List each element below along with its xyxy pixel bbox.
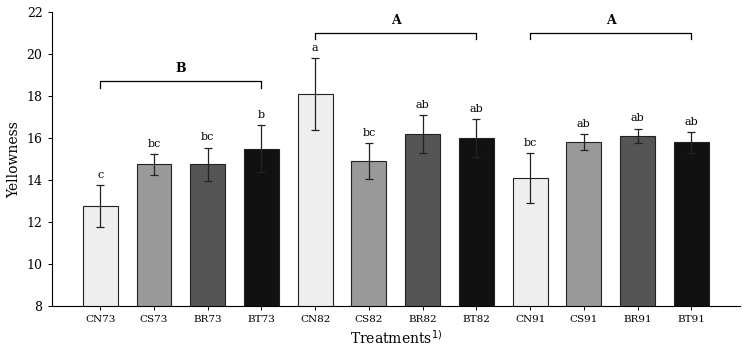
Bar <box>190 164 225 354</box>
Text: a: a <box>312 43 318 53</box>
Text: ab: ab <box>470 104 483 114</box>
Bar <box>405 134 440 354</box>
Text: ab: ab <box>577 119 591 129</box>
Bar <box>137 164 172 354</box>
Bar <box>298 94 332 354</box>
Bar <box>512 178 548 354</box>
Text: B: B <box>176 62 186 75</box>
Bar <box>459 138 494 354</box>
Text: bc: bc <box>201 132 214 142</box>
Bar <box>620 136 655 354</box>
Text: A: A <box>391 14 400 27</box>
Bar <box>352 161 386 354</box>
Text: bc: bc <box>147 139 161 149</box>
Y-axis label: Yellowness: Yellowness <box>7 121 21 198</box>
Bar <box>83 206 118 354</box>
Text: ab: ab <box>684 116 698 126</box>
Bar <box>674 142 709 354</box>
Text: bc: bc <box>524 138 537 148</box>
X-axis label: Treatments$^{1)}$: Treatments$^{1)}$ <box>350 329 442 347</box>
Bar <box>566 142 601 354</box>
Text: bc: bc <box>362 128 376 138</box>
Text: b: b <box>258 110 265 120</box>
Text: A: A <box>606 14 616 27</box>
Bar <box>244 149 279 354</box>
Text: ab: ab <box>416 100 430 110</box>
Text: c: c <box>97 170 103 180</box>
Text: ab: ab <box>630 113 645 123</box>
